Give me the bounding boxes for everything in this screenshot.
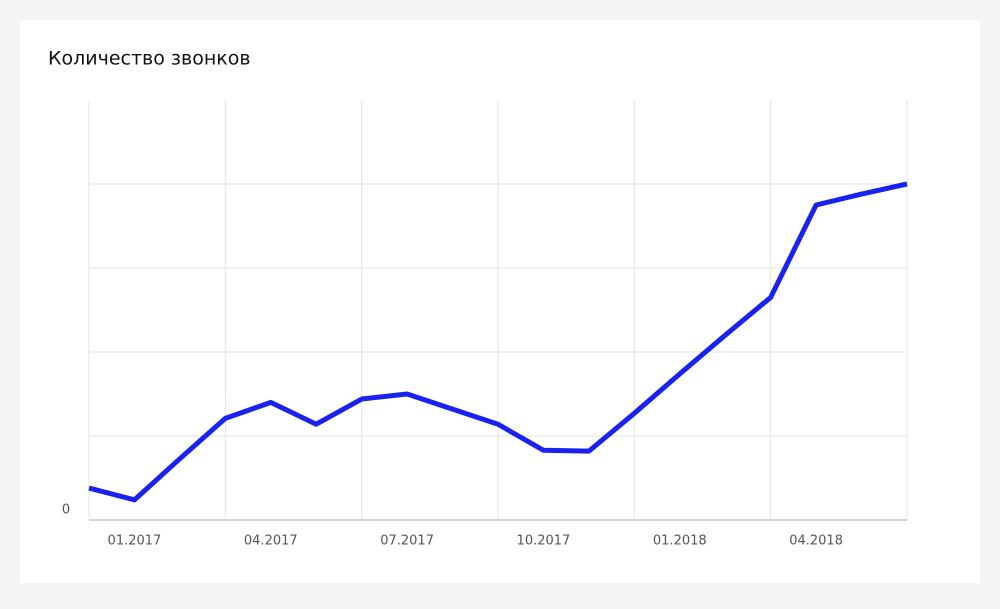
x-tick-label: 01.2018 — [653, 534, 707, 549]
line — [88, 181, 908, 503]
x-tick-label: 07.2017 — [380, 534, 434, 549]
y-tick-label: 0 — [62, 503, 70, 518]
x-tick-label: 04.2017 — [244, 534, 298, 549]
x-tick-label: 01.2017 — [108, 534, 162, 549]
x-tick-label: 04.2018 — [789, 534, 843, 549]
x-tick-label: 10.2017 — [517, 534, 571, 549]
chart-title: Количество звонков — [48, 48, 251, 70]
card — [20, 20, 980, 583]
